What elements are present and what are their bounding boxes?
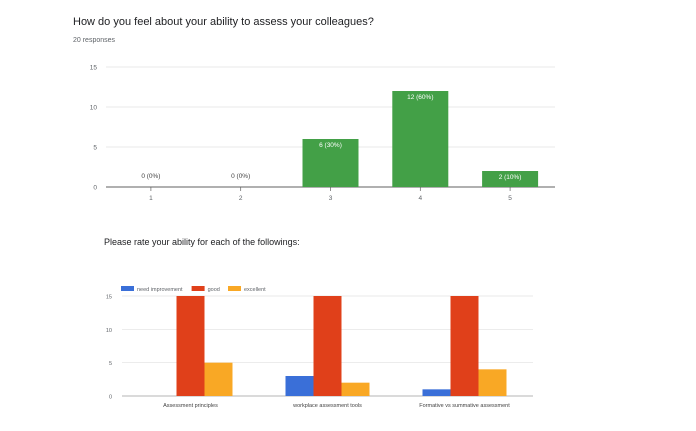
bar: [341, 382, 370, 396]
bar: [302, 139, 359, 187]
data-label: 0 (0%): [231, 173, 250, 180]
x-tick-label: 3: [329, 195, 333, 202]
question-title: How do you feel about your ability to as…: [73, 16, 374, 28]
response-count: 20 responses: [73, 37, 116, 44]
bar: [176, 296, 205, 396]
x-tick-label: 1: [149, 195, 153, 202]
y-tick-label: 5: [93, 145, 97, 152]
data-label: 2 (10%): [499, 174, 522, 181]
data-label: 0 (0%): [141, 173, 160, 180]
x-tick-label: 5: [508, 195, 512, 202]
y-tick-label: 0: [109, 395, 112, 401]
data-label: 6 (30%): [319, 142, 342, 149]
x-tick-label: Assessment principles: [163, 403, 218, 409]
y-tick-label: 10: [106, 328, 112, 334]
y-tick-label: 10: [90, 105, 98, 112]
bar: [482, 171, 539, 187]
y-tick-label: 5: [109, 361, 112, 367]
x-tick-label: Formative vs summative assessment: [419, 403, 510, 409]
x-tick-label: workplace assessment tools: [292, 403, 362, 409]
y-tick-label: 15: [106, 295, 112, 301]
legend-swatch: [191, 286, 205, 291]
bar: [285, 376, 314, 396]
bar: [422, 389, 451, 396]
bar: [478, 369, 507, 396]
bar: [313, 296, 342, 396]
y-tick-label: 15: [90, 65, 98, 72]
bar: [392, 91, 449, 187]
bar: [204, 362, 233, 396]
responses-bar-chart: 0 5 10 15 1 0 (0%) 2 0 (0%) 3 6 (30%) 4 12 (60%) 5 2 …: [90, 65, 555, 202]
legend-swatch: [228, 286, 241, 291]
bar: [450, 296, 479, 396]
data-label: 12 (60%): [407, 94, 433, 101]
ability-chart-title: Please rate your ability for each of the…: [104, 237, 300, 247]
x-tick-label: 2: [239, 195, 243, 202]
legend-label: excellent: [244, 287, 266, 293]
y-tick-label: 0: [93, 185, 97, 192]
legend-label: need improvement: [137, 287, 183, 293]
legend-swatch: [121, 286, 134, 291]
x-tick-label: 4: [418, 195, 422, 202]
legend-label: good: [208, 287, 220, 293]
